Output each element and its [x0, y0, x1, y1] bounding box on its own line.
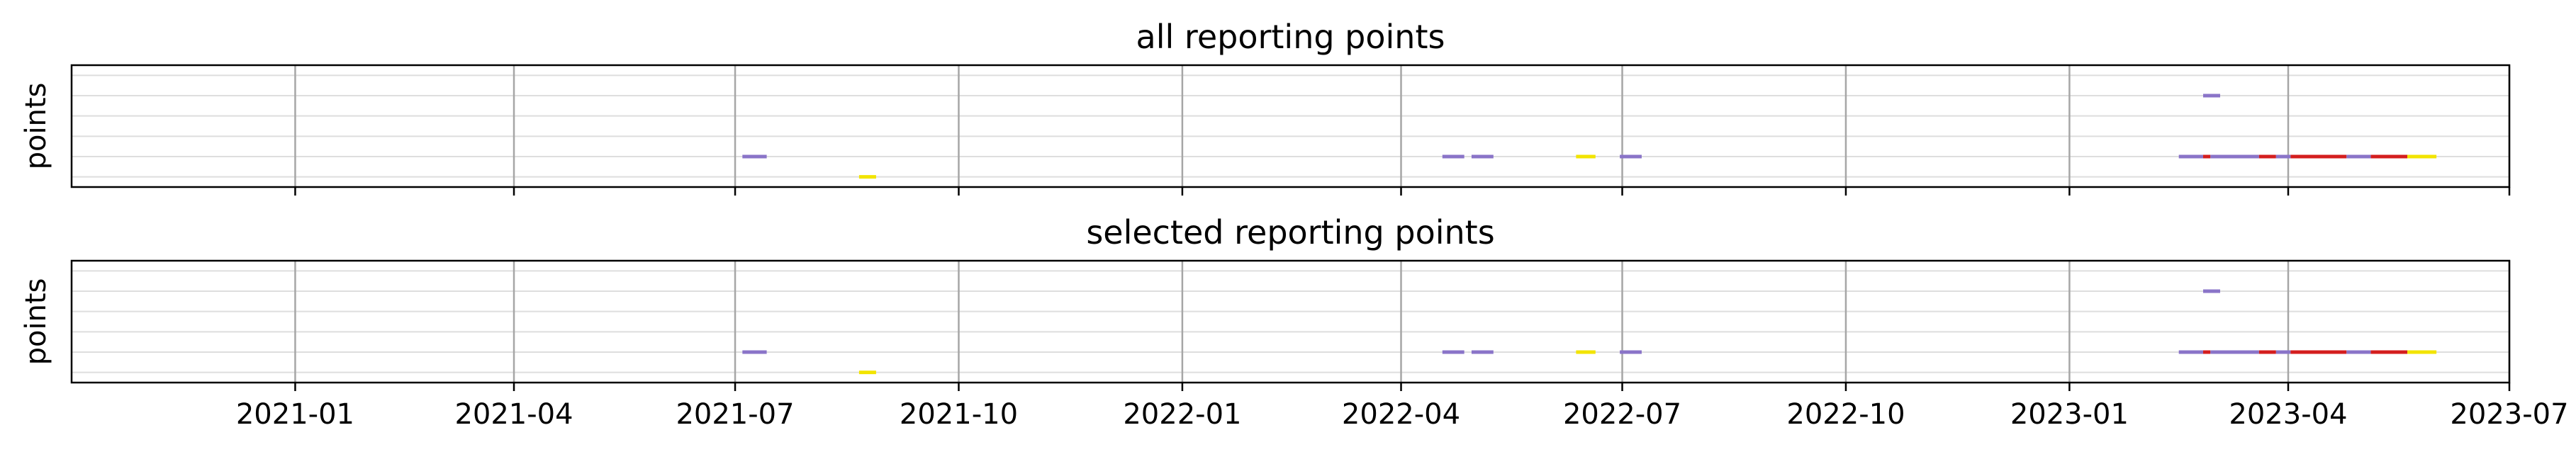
x-tick-label: 2021-01	[236, 398, 354, 431]
panel-title: all reporting points	[1136, 18, 1445, 56]
x-tick-label: 2023-04	[2229, 398, 2347, 431]
x-tick-label: 2023-07	[2450, 398, 2568, 431]
x-tick-label: 2022-04	[1342, 398, 1460, 431]
y-axis-label: points	[20, 278, 52, 366]
axes-frame	[70, 64, 2511, 188]
panel-2: selected reporting points points 2021-01 20…	[20, 213, 2569, 431]
x-tick-label: 2021-07	[676, 398, 794, 431]
x-tick-label: 2023-01	[2010, 398, 2129, 431]
x-tick-label: 2021-10	[900, 398, 1018, 431]
panel-1: all reporting points points	[20, 18, 2511, 196]
x-tick-label: 2022-01	[1123, 398, 1241, 431]
panel-title: selected reporting points	[1086, 213, 1494, 252]
x-tick-label: 2022-07	[1563, 398, 1681, 431]
axes-frame	[70, 259, 2511, 384]
y-axis-label: points	[20, 83, 52, 170]
x-tick-label: 2021-04	[454, 398, 573, 431]
x-tick-label: 2022-10	[1786, 398, 1905, 431]
